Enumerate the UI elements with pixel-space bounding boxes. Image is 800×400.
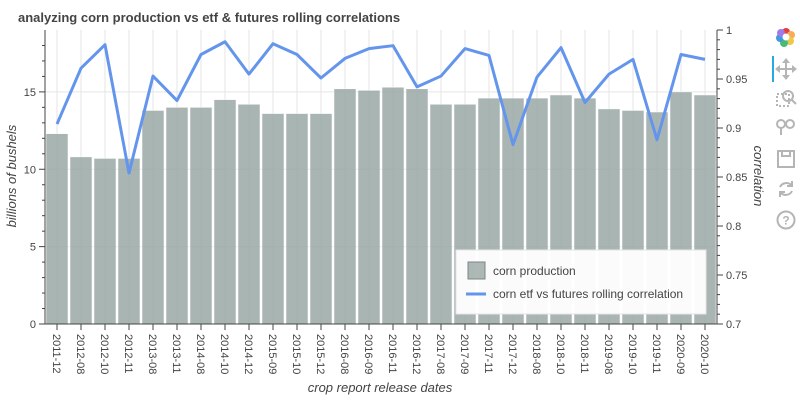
x-tick-label: 2018-11: [578, 334, 590, 374]
y2-tick-label: 0.7: [726, 319, 741, 331]
x-tick-label: 2018-10: [554, 334, 566, 374]
bar: [69, 156, 93, 325]
legend-label-line: corn etf vs futures rolling correlation: [493, 287, 683, 301]
x-tick-label: 2012-08: [74, 334, 86, 374]
chart-title: analyzing corn production vs etf & futur…: [18, 10, 400, 25]
x-tick-label: 2019-08: [602, 334, 614, 374]
x-tick-label: 2017-12: [506, 334, 518, 374]
help-icon[interactable]: ?: [775, 209, 797, 231]
x-tick-label: 2014-12: [242, 334, 254, 374]
y2-axis-label: correlation: [751, 146, 766, 207]
bar: [309, 113, 333, 325]
x-tick-label: 2012-10: [98, 334, 110, 374]
x-tick-label: 2016-08: [338, 334, 350, 374]
bar: [333, 88, 357, 325]
bar: [429, 104, 453, 325]
x-tick-label: 2012-11: [122, 334, 134, 374]
bar: [261, 113, 285, 325]
bar: [117, 158, 141, 325]
svg-text:?: ?: [782, 214, 789, 228]
active-tool-indicator: [772, 56, 774, 82]
y-tick-label: 10: [24, 164, 36, 176]
pan-icon[interactable]: [775, 58, 797, 80]
x-tick-label: 2016-09: [362, 334, 374, 374]
bar: [165, 107, 189, 325]
bar: [405, 88, 429, 325]
x-tick-label: 2017-08: [434, 334, 446, 374]
bokeh-logo-icon[interactable]: [775, 26, 797, 48]
bar: [285, 113, 309, 325]
chart-toolbar: ?: [770, 24, 800, 244]
reset-icon[interactable]: [775, 178, 797, 200]
correlation-line: [55, 40, 706, 175]
bar: [381, 87, 405, 325]
save-icon[interactable]: [775, 148, 797, 170]
bar: [357, 90, 381, 325]
legend-swatch-bar: [467, 261, 486, 280]
y-tick-label: 0: [30, 319, 36, 331]
x-tick-label: 2018-08: [530, 334, 542, 374]
y-tick-label: 5: [30, 242, 36, 254]
x-tick-label: 2020-09: [674, 334, 686, 374]
bar: [189, 107, 213, 325]
x-tick-label: 2014-10: [218, 334, 230, 374]
legend-label-bar: corn production: [493, 264, 576, 278]
x-tick-label: 2014-08: [194, 334, 206, 374]
bar: [45, 133, 69, 325]
bar: [237, 104, 261, 325]
y2-tick-label: 1: [726, 25, 732, 37]
x-tick-label: 2017-09: [458, 334, 470, 374]
box-zoom-icon[interactable]: [775, 88, 797, 110]
y2-tick-label: 0.95: [726, 74, 747, 86]
x-tick-label: 2013-08: [146, 334, 158, 374]
bar: [93, 158, 117, 325]
axes: 0 5 10 15 0.7 0.75 0.8 0.85 0.9 0.95 1 2011-12 2012-…: [24, 25, 748, 374]
x-axis-label: crop report release dates: [308, 380, 453, 395]
line-series: [55, 40, 706, 175]
x-tick-label: 2015-09: [266, 334, 278, 374]
x-tick-label: 2016-12: [410, 334, 422, 374]
x-tick-label: 2020-10: [698, 334, 710, 374]
y-tick-label: 15: [24, 87, 36, 99]
y-axis-label: billions of bushels: [4, 124, 19, 227]
y2-tick-label: 0.8: [726, 221, 741, 233]
x-tick-label: 2015-12: [314, 334, 326, 374]
y2-tick-label: 0.75: [726, 270, 747, 282]
y2-tick-label: 0.9: [726, 123, 741, 135]
x-tick-label: 2011-12: [50, 334, 62, 374]
wheel-zoom-icon[interactable]: [775, 116, 797, 138]
x-tick-label: 2019-10: [626, 334, 638, 374]
legend: corn production corn etf vs futures roll…: [455, 249, 707, 315]
y2-tick-label: 0.85: [726, 172, 747, 184]
x-tick-label: 2015-10: [290, 334, 302, 374]
bar: [213, 99, 237, 325]
x-tick-label: 2013-11: [170, 334, 182, 374]
x-tick-label: 2016-11: [386, 334, 398, 374]
x-tick-label: 2019-11: [650, 334, 662, 374]
bar: [141, 110, 165, 325]
x-tick-label: 2017-11: [482, 334, 494, 374]
